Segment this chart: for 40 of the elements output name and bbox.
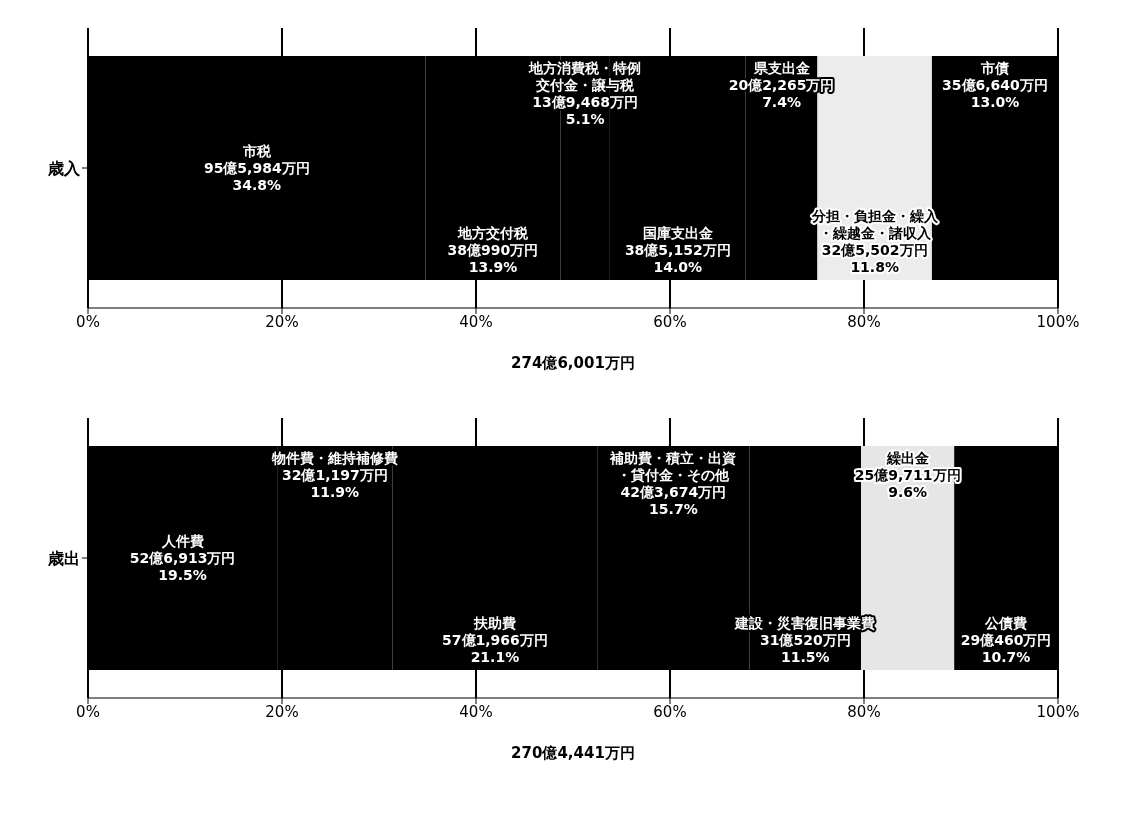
x-tick-label: 60% <box>653 702 687 721</box>
data-label: 38億990万円 13.9% <box>447 242 539 275</box>
data-label: 35億6,640万円 13.0% <box>942 77 1048 110</box>
x-tick-label: 20% <box>265 702 299 721</box>
series-label: 人件費 <box>160 532 204 549</box>
data-label: 52億6,913万円 19.5% <box>129 549 236 583</box>
data-label: 32億5,502万円 11.8% <box>821 242 928 275</box>
data-label: 32億1,197万円 11.9% <box>281 467 388 500</box>
series-label: 地方消費税・特例交付金・譲与税 <box>528 60 642 93</box>
series-label: 市税 <box>241 142 272 159</box>
x-axis-title: 274億6,001万円 <box>511 354 635 372</box>
data-label: 29億460万円 10.7% <box>960 632 1052 665</box>
x-axis-title: 270億4,441万円 <box>511 744 635 762</box>
x-tick-label: 20% <box>265 312 299 331</box>
data-label: 42億3,674万円 15.7% <box>620 484 727 517</box>
series-label: 繰出金 <box>885 450 930 466</box>
data-label: 38億5,152万円 14.0% <box>624 242 731 275</box>
x-tick-label: 0% <box>76 312 100 331</box>
data-label: 13億9,468万円 5.1% <box>532 94 639 127</box>
x-tick-label: 40% <box>459 702 493 721</box>
x-tick-label: 80% <box>847 702 881 721</box>
series-label: 物件費・維持補修費 <box>270 450 398 466</box>
series-label: 公債費 <box>984 615 1028 631</box>
x-tick-label: 40% <box>459 312 493 331</box>
series-label: 扶助費 <box>472 615 516 631</box>
series-label: 県支出金 <box>752 60 811 76</box>
x-tick-label: 100% <box>1036 702 1080 721</box>
x-tick-label: 100% <box>1036 312 1080 331</box>
data-label: 95億5,984万円 34.8% <box>203 159 310 193</box>
data-label: 31億520万円 11.5% <box>759 632 851 665</box>
series-label: 補助費・積立・出資・貸付金・その他 <box>609 450 737 483</box>
x-tick-label: 60% <box>653 312 687 331</box>
y-tick-label: 歳入 <box>47 158 81 178</box>
x-tick-label: 80% <box>847 312 881 331</box>
series-label: 地方交付税 <box>456 225 529 241</box>
x-tick-label: 0% <box>76 702 100 721</box>
y-tick-label: 歳出 <box>47 548 80 568</box>
series-label: 国庫支出金 <box>642 225 714 241</box>
series-label: 市債 <box>979 60 1009 76</box>
data-label: 57億1,966万円 21.1% <box>442 632 548 665</box>
